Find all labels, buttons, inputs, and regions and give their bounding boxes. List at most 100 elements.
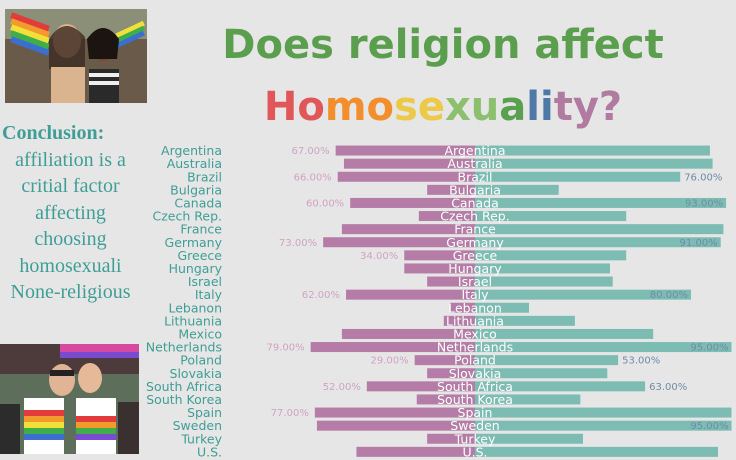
country-name: Hungary [169,261,223,276]
bar-religious [323,237,475,248]
bar-nonreligious [475,315,575,326]
title-letter: m [324,84,367,130]
title-letter: ? [598,84,623,130]
bar-nonreligious [475,289,691,300]
bar-country-label: Italy [461,287,489,302]
title-letter: H [263,84,298,130]
bar-religious [404,263,475,274]
title-letter: x [444,84,471,130]
country-name: Argentina [161,143,222,158]
bar-country-label: Netherlands [437,340,513,355]
bar-country-label: France [454,222,496,237]
country-name: Australia [167,156,222,171]
bar-nonreligious [475,420,732,431]
country-name: Brazil [187,169,222,184]
bar-country-label: South Africa [437,379,513,394]
bar-country-label: Australia [447,156,502,171]
label-religious: 52.00% [323,382,361,393]
title-letter: u [470,84,500,130]
bar-religious [427,433,475,444]
bar-country-label: Slovakia [449,366,501,381]
country-name: Italy [195,287,223,302]
country-name: Germany [165,235,223,250]
country-name: South Korea [146,392,222,407]
label-nonreligious: 93.00% [685,198,723,209]
bar-nonreligious [475,433,583,444]
bar-nonreligious [475,276,613,287]
bar-nonreligious [475,145,710,156]
bar-religious [350,197,475,208]
bar-nonreligious [475,446,718,457]
bar-religious [335,145,475,156]
country-name: Israel [188,274,222,289]
bar-country-label: Germany [446,235,504,250]
country-name: Lithuania [164,313,222,328]
country-name: Turkey [180,431,222,446]
bar-religious [414,355,475,366]
label-religious: 67.00% [291,146,329,157]
bar-religious [341,224,475,235]
label-nonreligious: 95.00% [690,343,728,354]
bar-religious [341,328,475,339]
title-letter: y [572,84,599,130]
country-name: Canada [174,195,222,210]
conclusion-body: affiliation is a critial factor affectin… [10,148,131,304]
pride-photo-top [5,9,147,103]
title-letter: o [297,84,325,130]
bar-religious [337,171,475,182]
label-religious: 79.00% [267,343,305,354]
bar-nonreligious [475,263,610,274]
bar-nonreligious [475,171,681,182]
bar-religious [416,394,475,405]
bar-country-label: Canada [451,195,499,210]
country-name: Spain [187,405,222,420]
country-name: Lebanon [168,300,222,315]
country-name: South Africa [146,379,222,394]
bar-country-label: Bulgaria [449,182,501,197]
bar-nonreligious [475,197,727,208]
bar-country-label: Greece [453,248,498,263]
bar-nonreligious [475,237,721,248]
bar-nonreligious [475,328,654,339]
bar-religious [346,289,475,300]
label-religious: 34.00% [360,251,398,262]
bar-religious [427,368,475,379]
title-letter: s [394,84,418,130]
title-letter: t [553,84,573,130]
country-name: Sweden [173,418,222,433]
bar-nonreligious [475,250,627,261]
country-name: Bulgaria [170,182,222,197]
country-name: Netherlands [146,340,222,355]
bar-country-label: Lebanon [448,300,502,315]
label-religious: 66.00% [294,172,332,183]
bar-religious [366,381,475,392]
bar-nonreligious [475,342,732,353]
conclusion-title: Conclusion: [2,122,105,144]
country-name: Slovakia [170,366,222,381]
bar-nonreligious [475,184,559,195]
label-nonreligious: 95.00% [690,421,728,432]
bar-religious [418,211,475,222]
label-religious: 73.00% [279,238,317,249]
chart-title-line2: Homosexuality? [150,82,736,132]
bar-nonreligious [475,302,529,313]
title-letter: l [526,84,540,130]
bar-country-label: Turkey [454,431,496,446]
bar-religious [310,342,475,353]
country-name: Czech Rep. [153,209,222,224]
label-nonreligious: 91.00% [680,238,718,249]
bar-country-label: Spain [458,405,493,420]
pride-photo-bottom [0,344,139,454]
diverging-bar-chart: Argentina Argentina 67.00% Australia Austral… [146,143,732,459]
bar-religious [314,407,475,418]
label-nonreligious: 76.00% [684,172,722,183]
bar-country-label: Mexico [453,326,497,341]
bar-country-label: Poland [454,353,496,368]
label-nonreligious: 80.00% [650,290,688,301]
bar-country-label: Hungary [448,261,502,276]
bar-country-label: Brazil [458,169,493,184]
bar-nonreligious [475,211,627,222]
title-letter: e [417,84,445,130]
country-name: U.S. [197,444,222,459]
country-name: Mexico [178,326,222,341]
